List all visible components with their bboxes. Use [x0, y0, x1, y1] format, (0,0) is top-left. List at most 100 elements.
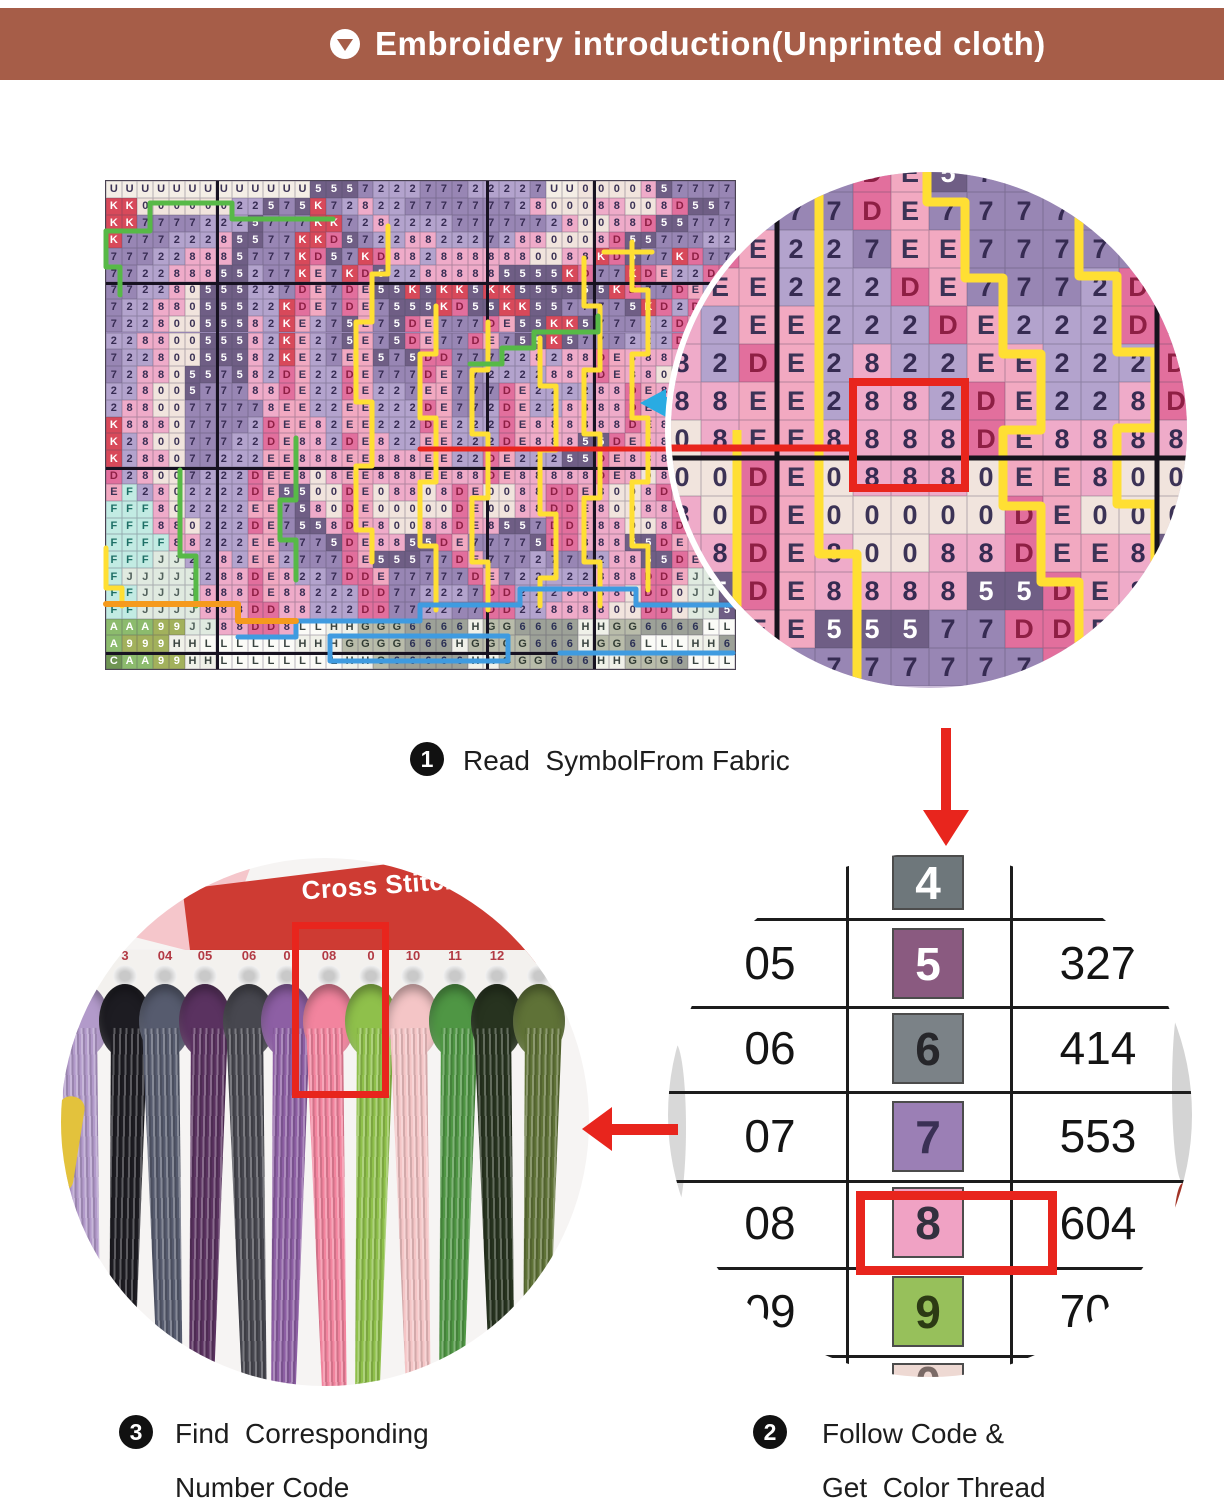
thread-card-circle: Cross Stitch 3 04 05 06 0 08 0 10 11 12	[61, 858, 589, 1386]
pattern-cell: 0	[561, 231, 578, 249]
pattern-cell: 5	[278, 483, 295, 501]
pattern-cell: 8	[168, 534, 185, 552]
pattern-cell: D	[326, 231, 342, 249]
pattern-cell: 7	[739, 648, 777, 686]
pattern-cell: 0	[640, 517, 657, 535]
pattern-cell: 7	[967, 648, 1005, 686]
pattern-cell: K	[609, 282, 625, 299]
pattern-cell: 7	[168, 214, 185, 232]
pattern-cell: 8	[168, 265, 185, 282]
pattern-cell: 2	[1043, 344, 1081, 382]
pattern-cell: 5	[310, 517, 327, 535]
pattern-cell: E	[514, 383, 531, 400]
pattern-cell: 7	[404, 568, 421, 585]
pattern-cell: 2	[231, 500, 248, 518]
pattern-cell: D	[373, 601, 389, 619]
pattern-cell: A	[137, 652, 154, 670]
pattern-cell: 8	[137, 433, 154, 451]
pattern-cell: F	[121, 584, 138, 602]
pattern-cell: 8	[577, 534, 594, 552]
pattern-cell: 7	[420, 568, 437, 585]
pattern-cell: 8	[967, 534, 1005, 572]
pattern-cell: 8	[593, 197, 610, 215]
card-hole	[237, 965, 261, 987]
pattern-cell: F	[106, 517, 122, 535]
pattern-cell: E	[263, 534, 279, 552]
pattern-cell: 5	[640, 534, 657, 552]
pattern-cell: E	[467, 483, 484, 501]
pattern-cell: 7	[341, 214, 358, 232]
pattern-cell: 0	[168, 332, 185, 350]
pattern-cell: 8	[373, 433, 389, 451]
pattern-cell: 7	[546, 551, 562, 569]
pattern-cell: 8	[561, 399, 578, 417]
pattern-cell: 2	[247, 265, 264, 282]
pattern-cell: 8	[168, 282, 185, 299]
pattern-cell: E	[577, 500, 594, 518]
pattern-cell: 6	[514, 618, 531, 636]
grid-bold-line	[593, 181, 596, 669]
pattern-cell: D	[247, 517, 264, 535]
pattern-cell: A	[121, 618, 138, 636]
pattern-cell: 8	[231, 568, 248, 585]
pattern-cell: D	[404, 315, 421, 333]
pattern-cell: 6	[546, 635, 562, 653]
pattern-cell: 6	[561, 652, 578, 670]
pattern-cell: 7	[216, 383, 232, 400]
pattern-cell: E	[436, 383, 452, 400]
pattern-cell: 8	[200, 584, 217, 602]
pattern-cell: 7	[153, 231, 169, 249]
pattern-cell: 9	[153, 652, 169, 670]
pattern-cell: 8	[200, 265, 217, 282]
pattern-cell: 8	[577, 584, 594, 602]
pattern-cell: 2	[389, 231, 405, 249]
pattern-cell: 2	[231, 214, 248, 232]
pattern-cell: 7	[373, 366, 389, 383]
pattern-cell: 8	[640, 483, 657, 501]
pattern-cell: 7	[514, 214, 531, 232]
pattern-cell: 2	[1081, 382, 1119, 420]
pattern-cell: 0	[168, 366, 185, 383]
pattern-cell: K	[106, 450, 122, 468]
pattern-cell: 2	[247, 197, 264, 215]
pattern-cell: 5	[389, 315, 405, 333]
pattern-cell: E	[294, 399, 311, 417]
pattern-cell: 5	[341, 315, 358, 333]
pattern-cell: 5	[656, 551, 672, 569]
pattern-cell: 5	[231, 332, 248, 350]
pattern-cell: 2	[389, 265, 405, 282]
pattern-cell: 5	[577, 450, 594, 468]
pattern-cell: E	[263, 568, 279, 585]
pattern-cell: D	[357, 568, 374, 585]
pattern-cell: D	[106, 467, 122, 484]
pattern-cell: A	[106, 618, 122, 636]
pattern-cell: 7	[451, 315, 468, 333]
pattern-cell: H	[326, 618, 342, 636]
pattern-cell: D	[609, 433, 625, 451]
pattern-cell: 2	[546, 383, 562, 400]
pattern-cell: 0	[420, 500, 437, 518]
grid-bold-line	[106, 652, 735, 655]
pattern-cell: E	[1043, 496, 1081, 534]
pattern-cell: 0	[326, 500, 342, 518]
card-hole	[193, 965, 217, 987]
pattern-cell: E	[609, 366, 625, 383]
pattern-cell: 8	[530, 197, 547, 215]
pattern-cell: 5	[216, 315, 232, 333]
pattern-cell: 5	[420, 534, 437, 552]
pattern-cell: 8	[853, 382, 891, 420]
pattern-cell: U	[121, 181, 138, 198]
pattern-cell: 2	[404, 416, 421, 434]
pattern-cell: U	[546, 181, 562, 198]
pattern-cell: 8	[609, 584, 625, 602]
pattern-cell: 2	[656, 332, 672, 350]
pattern-cell: E	[420, 450, 437, 468]
pattern-cell: 7	[389, 366, 405, 383]
pattern-cell: 0	[184, 298, 201, 316]
pattern-cell: 2	[436, 584, 452, 602]
pattern-cell: F	[121, 500, 138, 518]
pattern-cell: 7	[278, 231, 295, 249]
pattern-cell: F	[106, 584, 122, 602]
pattern-cell: 0	[624, 500, 641, 518]
